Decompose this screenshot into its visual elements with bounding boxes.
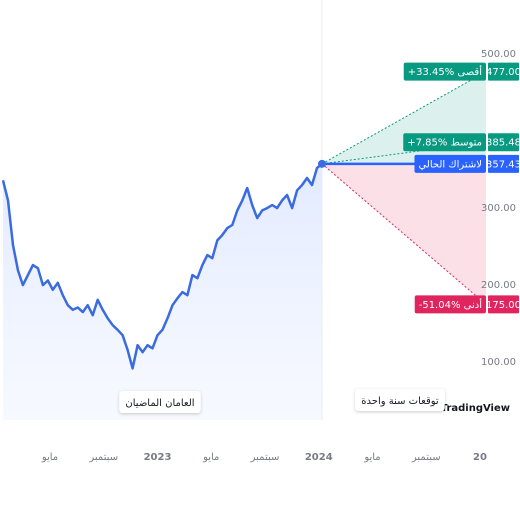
x-tick-label: سبتمبر xyxy=(411,452,441,463)
forecast-label: لاشتراك الحالي xyxy=(414,154,486,173)
y-tick-label: 100.00 xyxy=(481,357,516,368)
value-label: 357.43 xyxy=(486,159,520,170)
price-line xyxy=(1,162,323,370)
annotation-text: العامان الماضيان xyxy=(125,398,194,409)
price-area xyxy=(3,163,322,421)
forecast-line xyxy=(321,163,487,305)
x-tick-label: مايو xyxy=(363,452,380,463)
y-tick-label: 300.00 xyxy=(481,203,516,214)
y-tick-label: 500.00 xyxy=(481,49,516,60)
current-point xyxy=(318,159,326,168)
value-label: 175.00 xyxy=(486,300,520,311)
forecast-line xyxy=(321,71,487,165)
annotation: العامان الماضيان xyxy=(119,391,201,413)
value-label: 385.48 xyxy=(486,138,520,149)
x-tick-label: مايو xyxy=(202,452,219,463)
forecast-label: +33.45% أقصى xyxy=(403,62,486,81)
label-box xyxy=(403,133,486,152)
label-box xyxy=(414,295,486,314)
label-text: لاشتراك الحالي xyxy=(418,159,482,170)
value-box xyxy=(488,133,519,152)
logo-text: TradingView xyxy=(441,403,510,414)
forecast-label: -51.04% أدنى xyxy=(414,295,486,314)
label-text: +7.85% متوسط xyxy=(407,138,482,149)
x-tick-label: 20 xyxy=(473,452,487,463)
label-text: +33.45% أقصى xyxy=(408,65,482,78)
x-tick-label: سبتمبر xyxy=(250,452,280,463)
value-box xyxy=(488,62,519,81)
annotation: توقعات سنة واحدة xyxy=(355,389,445,411)
value-box xyxy=(488,154,519,173)
x-tick-label: 2023 xyxy=(144,452,172,463)
value-box xyxy=(488,295,519,314)
value-label: 477.00 xyxy=(486,67,520,78)
annotation-box xyxy=(119,391,201,413)
annotation-text: توقعات سنة واحدة xyxy=(361,396,439,407)
x-tick-label: مايو xyxy=(41,452,58,463)
label-text: -51.04% أدنى xyxy=(419,298,482,311)
y-tick-label: 200.00 xyxy=(481,280,516,291)
forecast-label: +7.85% متوسط xyxy=(403,133,486,152)
label-box xyxy=(403,62,486,81)
x-tick-label: 2024 xyxy=(305,452,333,463)
label-box xyxy=(414,154,486,173)
annotation-box xyxy=(355,389,445,411)
x-tick-label: سبتمبر xyxy=(88,452,118,463)
